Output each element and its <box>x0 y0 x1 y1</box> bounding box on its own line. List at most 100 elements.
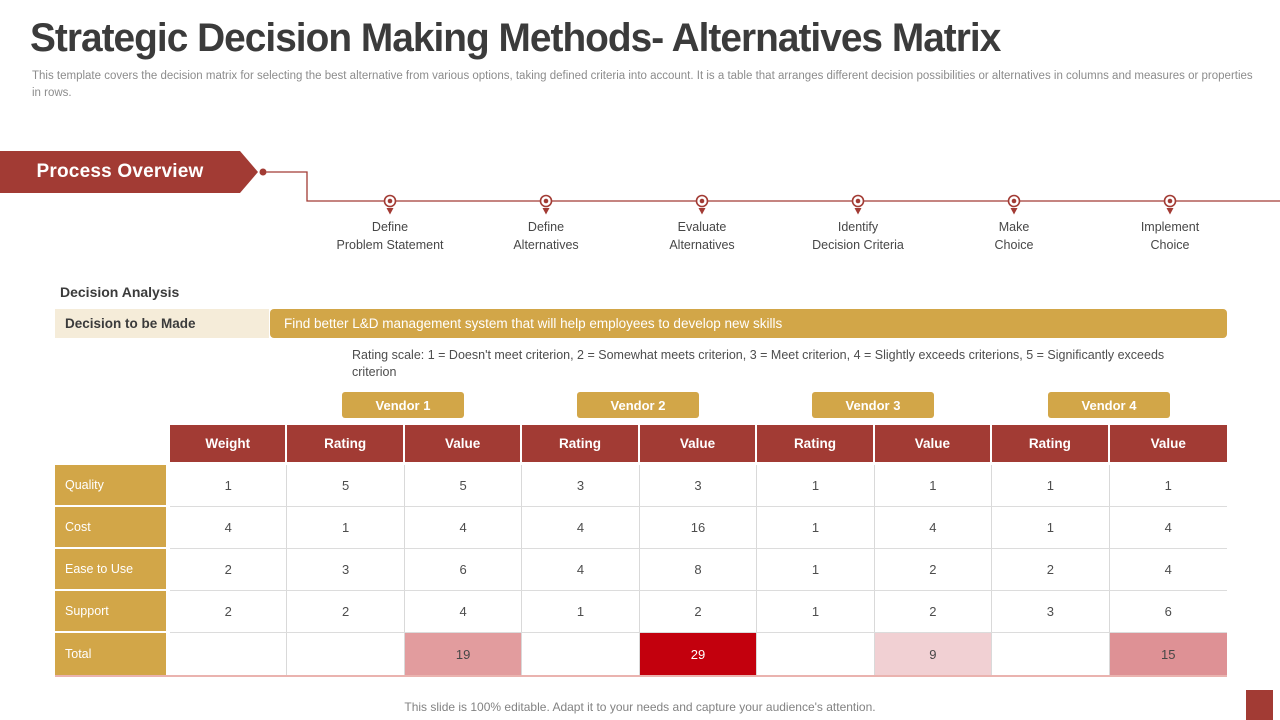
matrix-total-cell: 9 <box>874 633 993 675</box>
matrix-row-label: Ease to Use <box>55 549 166 591</box>
corner-accent-square <box>1246 690 1273 720</box>
step-label-line: Implement <box>1140 220 1200 234</box>
matrix-cell: 6 <box>404 549 523 591</box>
step-label-line: Make <box>998 220 1030 234</box>
matrix-cell: 2 <box>639 591 758 633</box>
vendor-2-badge: Vendor 2 <box>577 392 699 418</box>
matrix-cell: 1 <box>287 507 405 549</box>
footer-note: This slide is 100% editable. Adapt it to… <box>404 700 876 714</box>
matrix-corner-cell <box>55 425 166 465</box>
matrix-cell: 2 <box>874 591 993 633</box>
vendor-3-badge: Vendor 3 <box>812 392 934 418</box>
matrix-row-label: Cost <box>55 507 166 549</box>
matrix-total-cell <box>992 633 1110 675</box>
timeline-marker <box>383 194 397 215</box>
vendor-4-badge: Vendor 4 <box>1048 392 1170 418</box>
alternatives-matrix-table: Weight Rating Value Rating Value Rating Value R… <box>55 425 1227 677</box>
matrix-row-label: Support <box>55 591 166 633</box>
step-label-line: Alternatives <box>669 237 735 252</box>
matrix-total-cell <box>287 633 405 675</box>
vendor-1-badge: Vendor 1 <box>342 392 464 418</box>
timeline-marker <box>1007 194 1021 215</box>
step-label-line: Decision Criteria <box>812 237 904 252</box>
matrix-cell: 1 <box>874 465 993 507</box>
matrix-column-header: Value <box>639 425 758 465</box>
decision-to-be-made-value: Find better L&D management system that w… <box>270 309 1227 338</box>
matrix-total-cell <box>522 633 640 675</box>
matrix-cell: 1 <box>757 507 875 549</box>
matrix-cell: 1 <box>757 465 875 507</box>
timeline-step-evaluate-alternatives: Evaluate Alternatives <box>617 219 787 254</box>
process-timeline-graphic <box>0 151 1280 215</box>
step-label-line: Identify <box>837 220 879 234</box>
timeline-step-define-problem: Define Problem Statement <box>305 219 475 254</box>
matrix-total-cell <box>757 633 875 675</box>
decision-to-be-made-label: Decision to be Made <box>55 309 269 338</box>
matrix-column-header: Rating <box>992 425 1110 465</box>
banner-tip-dot-icon <box>259 168 267 176</box>
matrix-cell: 2 <box>287 591 405 633</box>
matrix-cell: 4 <box>404 591 523 633</box>
matrix-cell: 1 <box>992 465 1110 507</box>
matrix-total-cell: 29 <box>639 633 758 675</box>
timeline-step-identify-criteria: Identify Decision Criteria <box>773 219 943 254</box>
page-title: Strategic Decision Making Methods- Alter… <box>30 16 1001 60</box>
timeline-marker <box>695 194 709 215</box>
timeline-step-implement-choice: Implement Choice <box>1085 219 1255 254</box>
matrix-total-cell: 15 <box>1109 633 1227 675</box>
process-banner-shape <box>0 151 258 193</box>
matrix-cell: 3 <box>287 549 405 591</box>
step-label-line: Choice <box>1150 237 1190 252</box>
step-label-line: Define <box>527 220 565 234</box>
matrix-cell: 1 <box>757 591 875 633</box>
decision-analysis-heading: Decision Analysis <box>60 284 180 300</box>
step-label-line: Define <box>371 220 409 234</box>
matrix-cell: 1 <box>992 507 1110 549</box>
matrix-cell: 1 <box>757 549 875 591</box>
step-label-line: Alternatives <box>513 237 579 252</box>
matrix-cell: 2 <box>992 549 1110 591</box>
matrix-cell: 4 <box>1109 549 1227 591</box>
matrix-cell: 8 <box>639 549 758 591</box>
timeline-marker <box>851 194 865 215</box>
matrix-cell: 4 <box>1109 507 1227 549</box>
matrix-cell: 4 <box>404 507 523 549</box>
timeline-marker <box>1163 194 1177 215</box>
matrix-cell: 4 <box>170 507 288 549</box>
matrix-column-header: Value <box>404 425 523 465</box>
matrix-row-label: Quality <box>55 465 166 507</box>
matrix-column-header: Rating <box>287 425 405 465</box>
process-overview-banner: Process Overview <box>36 161 204 182</box>
matrix-cell: 1 <box>1109 465 1227 507</box>
matrix-cell: 5 <box>287 465 405 507</box>
rating-scale-note: Rating scale: 1 = Doesn't meet criterion… <box>352 348 1165 379</box>
matrix-cell: 2 <box>170 549 288 591</box>
matrix-column-header: Rating <box>757 425 875 465</box>
step-label-line: Evaluate <box>677 220 727 234</box>
matrix-column-header: Value <box>874 425 993 465</box>
matrix-cell: 6 <box>1109 591 1227 633</box>
matrix-cell: 16 <box>639 507 758 549</box>
page-subtitle: This template covers the decision matrix… <box>32 70 1253 99</box>
matrix-cell: 2 <box>170 591 288 633</box>
timeline-step-define-alternatives: Define Alternatives <box>461 219 631 254</box>
matrix-cell: 4 <box>522 549 640 591</box>
matrix-total-cell: 19 <box>404 633 523 675</box>
timeline-marker <box>539 194 553 215</box>
matrix-cell: 3 <box>992 591 1110 633</box>
matrix-total-label: Total <box>55 633 166 675</box>
timeline-step-make-choice: Make Choice <box>929 219 1099 254</box>
matrix-column-header: Value <box>1109 425 1227 465</box>
matrix-total-cell <box>170 633 288 675</box>
matrix-cell: 5 <box>404 465 523 507</box>
matrix-cell: 2 <box>874 549 993 591</box>
matrix-cell: 4 <box>522 507 640 549</box>
matrix-cell: 1 <box>170 465 288 507</box>
matrix-column-header: Rating <box>522 425 640 465</box>
matrix-cell: 4 <box>874 507 993 549</box>
step-label-line: Choice <box>994 237 1034 252</box>
matrix-cell: 1 <box>522 591 640 633</box>
matrix-cell: 3 <box>522 465 640 507</box>
matrix-column-header: Weight <box>170 425 288 465</box>
